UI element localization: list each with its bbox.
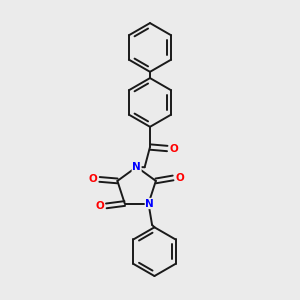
Text: O: O xyxy=(95,201,104,211)
Text: O: O xyxy=(88,174,97,184)
Text: O: O xyxy=(176,173,184,183)
Text: N: N xyxy=(145,199,154,208)
Text: O: O xyxy=(170,143,179,154)
Text: N: N xyxy=(132,162,141,172)
